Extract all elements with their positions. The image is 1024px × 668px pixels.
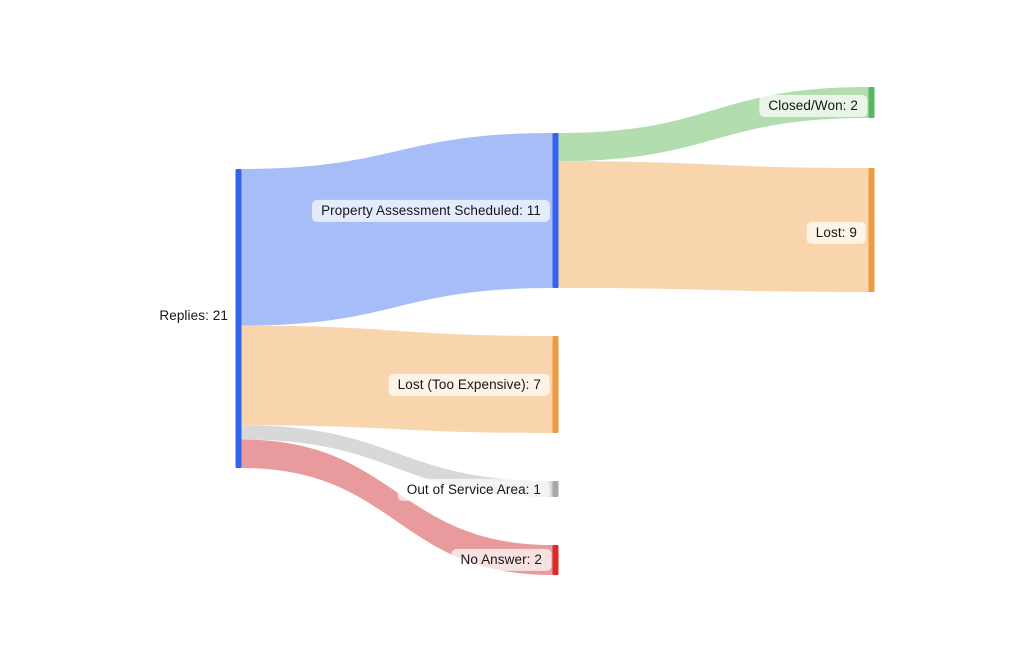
node-bar-osa[interactable] — [552, 481, 559, 497]
flow-replies-no_answer[interactable] — [241, 439, 553, 575]
flow-pas-lost[interactable] — [558, 161, 869, 292]
links-layer — [241, 87, 869, 575]
flow-pas-closed_won[interactable] — [558, 87, 869, 162]
node-bar-closed_won[interactable] — [868, 87, 875, 118]
node-bar-no_answer[interactable] — [552, 545, 559, 575]
flow-replies-pas[interactable] — [241, 133, 553, 326]
node-bar-lost[interactable] — [868, 168, 875, 292]
flow-replies-lost_te[interactable] — [241, 325, 553, 433]
node-bar-pas[interactable] — [552, 133, 559, 288]
node-bar-replies[interactable] — [235, 169, 242, 468]
node-bar-lost_te[interactable] — [552, 336, 559, 433]
nodes-layer — [235, 87, 875, 575]
